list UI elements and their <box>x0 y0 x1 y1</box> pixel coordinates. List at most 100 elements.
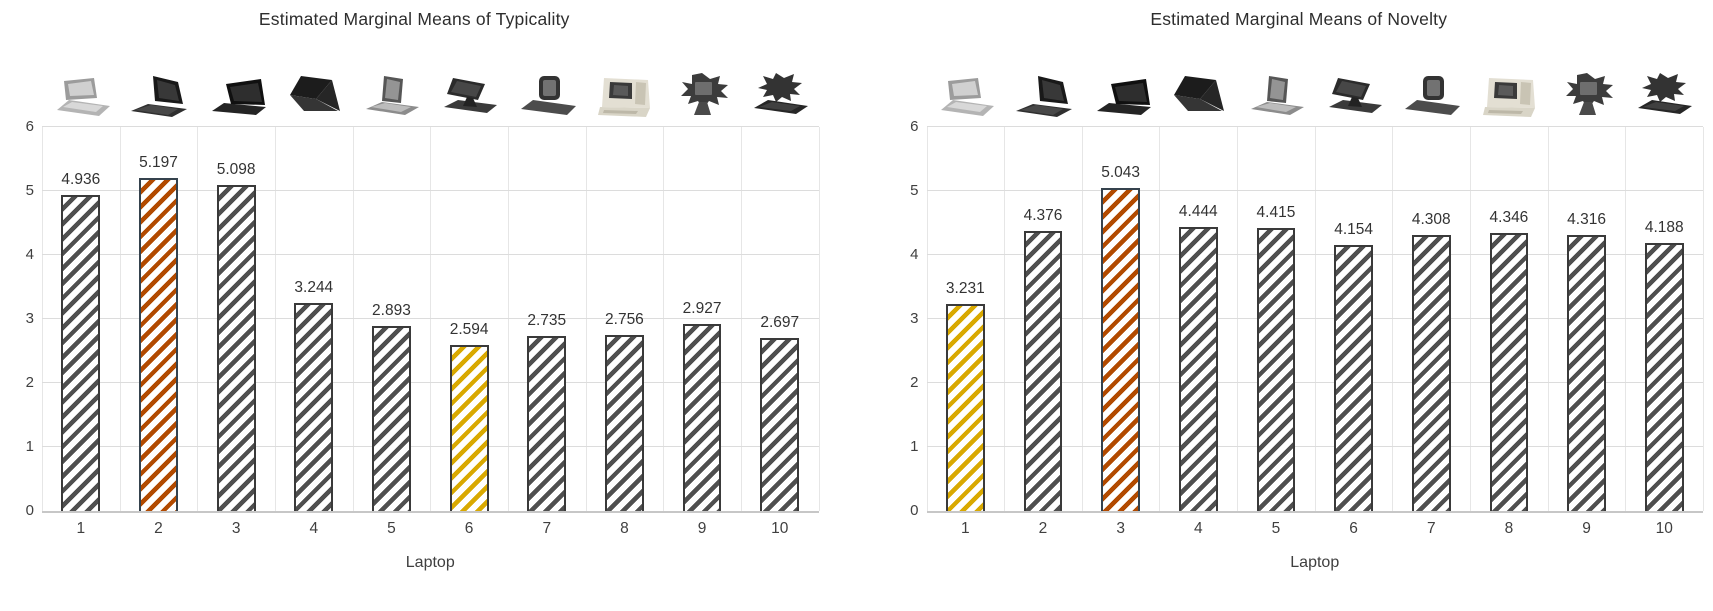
x-tick-label-9: 9 <box>1582 520 1591 537</box>
vertical-gridline <box>1237 127 1239 511</box>
y-tick-label: 3 <box>25 310 34 327</box>
laptop-photo-9-icon <box>1548 69 1626 121</box>
bar-value-label: 2.927 <box>682 299 722 317</box>
bar-novelty-8 <box>1489 232 1529 511</box>
y-tick-label: 0 <box>25 502 34 519</box>
bar-typicality-9 <box>682 323 722 511</box>
horizontal-gridline <box>42 318 819 319</box>
bar-novelty-6 <box>1334 245 1374 511</box>
vertical-gridline <box>1470 127 1472 511</box>
y-tick-label: 2 <box>25 374 34 392</box>
x-tick-label-10: 10 <box>771 520 789 537</box>
laptop-photo-6-icon <box>430 69 508 121</box>
laptop-photo-2-icon <box>120 69 198 121</box>
horizontal-gridline <box>42 190 819 191</box>
bars-layer: 3.231 4.376 5.043 4.444 4.415 4.154 4.308 4.346… <box>927 127 1704 511</box>
bar-cell-4: 4.444 <box>1159 127 1237 511</box>
horizontal-gridline <box>42 254 819 255</box>
bar-cell-5: 2.893 <box>353 127 431 511</box>
bar-value-label: 4.308 <box>1411 211 1451 229</box>
x-tick-label-7: 7 <box>1426 520 1436 537</box>
x-tick-label-5: 5 <box>1271 520 1281 537</box>
bar-cell-5: 4.415 <box>1237 127 1315 511</box>
laptop-photo-9-icon <box>663 69 741 121</box>
bar-cell-10: 2.697 <box>741 127 819 511</box>
bar-value-label: 4.346 <box>1489 208 1529 226</box>
bar-cell-9: 2.927 <box>663 127 741 511</box>
bar-value-label: 2.893 <box>372 301 411 319</box>
typicality-chart-panel: Estimated Marginal Means of Typicality 0… <box>10 0 820 572</box>
bar-value-label: 4.316 <box>1567 210 1606 228</box>
x-tick-label-8: 8 <box>620 520 629 537</box>
bar-novelty-7 <box>1411 235 1451 511</box>
x-tick-label-6: 6 <box>464 520 474 537</box>
bar-cell-8: 4.346 <box>1470 127 1548 511</box>
chart-title-typicality: Estimated Marginal Means of Typicality <box>258 9 570 29</box>
laptop-icons-row <box>927 55 1704 121</box>
laptop-photo-5-icon <box>1237 69 1315 121</box>
bar-cell-2: 5.197 <box>120 127 198 511</box>
laptop-photo-8-icon <box>1470 69 1548 121</box>
x-tick-labels: 1 2 3 4 5 6 7 8 9 10 <box>927 513 1704 546</box>
laptop-photo-2-icon <box>1004 69 1082 121</box>
x-tick-label-3: 3 <box>231 520 241 537</box>
y-tick-label: 3 <box>910 310 919 327</box>
bar-typicality-8 <box>605 334 644 511</box>
y-tick-label: 4 <box>25 246 34 264</box>
laptop-photo-8-icon <box>586 69 664 121</box>
bar-typicality-10 <box>760 338 800 511</box>
bar-cell-1: 3.231 <box>927 127 1005 511</box>
vertical-gridline <box>274 127 276 511</box>
horizontal-gridline <box>926 446 1703 447</box>
horizontal-gridline <box>926 190 1703 191</box>
laptop-photo-4-icon <box>275 69 353 121</box>
x-tick-label-2: 2 <box>1038 520 1048 537</box>
y-tick-label: 4 <box>910 246 919 264</box>
bar-novelty-1 <box>945 304 985 511</box>
bar-typicality-1 <box>61 195 101 511</box>
bar-novelty-4 <box>1178 226 1218 511</box>
bars-layer: 4.936 5.197 5.098 3.244 2.893 2.594 2.735 2.756… <box>42 127 819 511</box>
bar-value-label: 2.735 <box>527 311 567 329</box>
vertical-gridline <box>1703 127 1704 511</box>
vertical-gridline <box>1392 127 1394 511</box>
vertical-gridline <box>1081 127 1083 511</box>
laptop-photo-1-icon <box>42 69 120 121</box>
horizontal-gridline <box>42 382 819 383</box>
y-tick-label: 6 <box>910 118 919 135</box>
laptop-photo-5-icon <box>353 69 431 121</box>
y-tick-label: 1 <box>910 438 919 456</box>
laptop-photo-7-icon <box>508 69 586 121</box>
bar-novelty-5 <box>1256 228 1296 511</box>
bar-typicality-5 <box>372 325 411 511</box>
laptop-photo-10-icon <box>741 69 819 121</box>
bar-novelty-2 <box>1023 230 1063 511</box>
bar-cell-6: 2.594 <box>430 127 508 511</box>
bar-novelty-3 <box>1101 188 1141 511</box>
x-tick-label-1: 1 <box>961 520 970 537</box>
x-tick-label-7: 7 <box>542 520 552 537</box>
figure: Estimated Marginal Means of Typicality 0… <box>10 0 1704 572</box>
horizontal-gridline <box>926 254 1703 255</box>
y-tick-label: 5 <box>910 182 919 199</box>
laptop-photo-7-icon <box>1392 69 1470 121</box>
x-tick-label-10: 10 <box>1655 520 1673 537</box>
plot-area-typicality: 0 1 2 3 4 5 6 4.936 5.197 5.098 3.244 2.893 2.594 2.7… <box>26 119 820 519</box>
vertical-gridline <box>119 127 121 511</box>
vertical-gridline <box>42 127 43 511</box>
bar-cell-4: 3.244 <box>275 127 353 511</box>
bar-value-label: 4.936 <box>61 171 101 189</box>
bar-typicality-4 <box>294 303 334 511</box>
vertical-gridline <box>352 127 354 511</box>
y-tick-label: 0 <box>910 502 919 519</box>
horizontal-gridline <box>926 126 1703 127</box>
laptop-photo-1-icon <box>927 69 1005 121</box>
x-tick-label-8: 8 <box>1504 520 1514 537</box>
laptop-icons-row <box>42 55 819 121</box>
x-tick-label-5: 5 <box>387 520 396 537</box>
bar-novelty-9 <box>1567 234 1606 511</box>
bar-value-label: 4.415 <box>1256 204 1296 222</box>
vertical-gridline <box>740 127 742 511</box>
x-tick-label-2: 2 <box>154 520 163 537</box>
